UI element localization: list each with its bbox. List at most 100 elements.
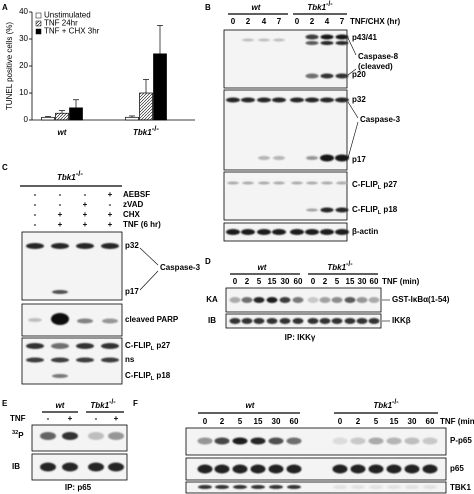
band xyxy=(241,97,255,103)
band xyxy=(232,464,248,474)
rule xyxy=(347,68,357,76)
label: KA xyxy=(206,295,218,304)
band xyxy=(26,343,44,349)
label: 2 xyxy=(323,277,328,286)
blot xyxy=(223,171,348,221)
label: Tbk1-/- xyxy=(90,399,116,410)
label: 2 xyxy=(220,417,225,426)
label-text: P xyxy=(18,431,24,440)
label: wt xyxy=(56,401,65,410)
band xyxy=(305,229,319,235)
label: (cleaved) xyxy=(358,62,393,71)
band xyxy=(266,318,278,324)
band xyxy=(197,464,213,474)
label: E xyxy=(2,399,8,408)
label: 0 xyxy=(203,417,208,426)
label: TUNEL positive cells (%) xyxy=(5,22,14,111)
error-bar xyxy=(143,79,149,93)
label: p43/41 xyxy=(352,33,377,42)
band xyxy=(331,297,343,303)
label: 4 xyxy=(262,17,267,26)
band xyxy=(257,97,271,103)
y-tick-label: 0 xyxy=(24,115,29,124)
band xyxy=(250,464,266,474)
label: p17 xyxy=(125,287,139,296)
band xyxy=(321,181,333,185)
band xyxy=(335,34,349,40)
label: wt xyxy=(258,263,267,272)
sub: L xyxy=(151,376,155,382)
band xyxy=(404,464,420,474)
label: 15 xyxy=(346,277,355,286)
legend-label: TNF + CHX 3hr xyxy=(44,27,100,36)
label: Caspase-3 xyxy=(160,263,201,272)
label: 60 xyxy=(426,417,435,426)
band xyxy=(102,318,118,324)
band xyxy=(258,156,270,160)
band xyxy=(279,318,291,324)
band xyxy=(76,243,94,249)
band xyxy=(306,208,318,212)
label-text: C-FLIP xyxy=(352,205,378,214)
label: C-FLIPL p27 xyxy=(125,341,171,352)
legend-swatch xyxy=(35,28,42,35)
label: Tbk1-/- xyxy=(327,261,353,272)
band xyxy=(88,432,104,440)
band xyxy=(273,156,285,160)
band xyxy=(290,229,304,235)
band xyxy=(241,318,253,324)
label: + xyxy=(58,220,63,229)
label: - xyxy=(59,200,62,209)
label: 0 xyxy=(311,277,316,286)
label: + xyxy=(83,200,88,209)
label: Tbk1-/- xyxy=(57,169,83,183)
label: 5 xyxy=(238,417,243,426)
band xyxy=(305,34,319,40)
label: 7 xyxy=(277,17,282,26)
legend-label: TNF 24hr xyxy=(44,19,78,28)
label: 5 xyxy=(335,277,340,286)
band xyxy=(233,485,247,489)
label: Caspase-3 xyxy=(360,115,401,124)
blot xyxy=(185,481,447,494)
label-text: wt xyxy=(258,263,267,272)
label: zVAD xyxy=(123,200,144,209)
band xyxy=(356,297,368,303)
band xyxy=(386,437,402,445)
band xyxy=(273,38,285,42)
label: 15 xyxy=(390,417,399,426)
band xyxy=(332,464,348,474)
band xyxy=(40,462,56,472)
label: AEBSF xyxy=(123,190,150,199)
label: IB xyxy=(208,316,216,325)
rule xyxy=(347,121,359,159)
label: D xyxy=(205,257,211,266)
band xyxy=(28,318,42,322)
band xyxy=(333,485,347,489)
label: - xyxy=(34,210,37,219)
y-tick-label: 40 xyxy=(19,7,28,16)
label-text: C-FLIP xyxy=(125,371,151,380)
label: 60 xyxy=(294,277,303,286)
band xyxy=(350,464,366,474)
band xyxy=(335,229,349,235)
band xyxy=(356,318,368,324)
band xyxy=(320,207,334,213)
error-bar xyxy=(157,25,163,54)
label: p17 xyxy=(352,155,366,164)
label: 2 xyxy=(310,17,315,26)
suffix: p18 xyxy=(154,371,171,380)
band xyxy=(51,357,69,363)
label: 4 xyxy=(325,17,330,26)
sub: L xyxy=(378,210,382,216)
label: - xyxy=(34,200,37,209)
band xyxy=(51,243,69,249)
label: B xyxy=(205,3,211,12)
band xyxy=(242,38,254,42)
band xyxy=(387,485,401,489)
label: 0 xyxy=(338,417,343,426)
y-tick-label: 20 xyxy=(19,61,28,70)
band xyxy=(215,485,229,489)
band xyxy=(227,181,239,185)
band xyxy=(320,229,334,235)
